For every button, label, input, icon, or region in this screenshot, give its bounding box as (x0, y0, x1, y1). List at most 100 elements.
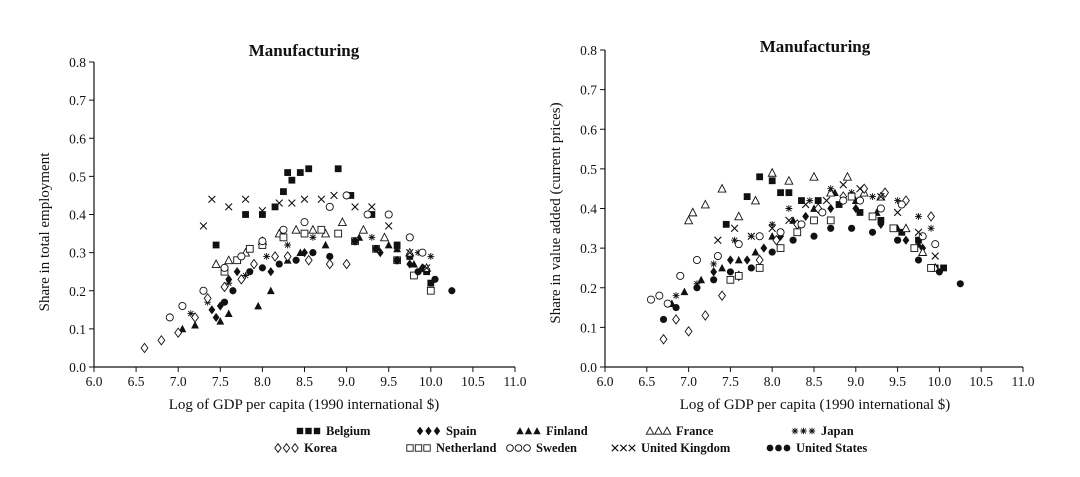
legend-label-france: France (676, 424, 714, 438)
point-united-states (292, 256, 300, 264)
point-finland (768, 232, 777, 240)
right-x-tick-label: 6.0 (597, 374, 614, 389)
point-sweden (876, 204, 885, 213)
legend-label-finland: Finland (546, 424, 588, 438)
point-united-kingdom (730, 224, 739, 233)
point-korea (304, 254, 313, 266)
legend-marker-netherland (423, 444, 431, 452)
point-united-states (659, 315, 668, 324)
point-japan (284, 241, 292, 249)
point-france (784, 175, 794, 185)
point-united-states (672, 303, 680, 312)
point-sweden (734, 240, 743, 249)
point-korea (203, 293, 212, 304)
legend-marker-korea (282, 442, 291, 454)
right-chart-title: Manufacturing (760, 37, 871, 56)
point-japan (693, 280, 701, 288)
left-x-tick-label: 10.5 (461, 374, 485, 389)
point-united-kingdom (893, 208, 902, 217)
point-netherland (245, 244, 254, 253)
point-netherland (317, 225, 326, 234)
point-sweden (384, 210, 393, 219)
point-united-states (448, 287, 456, 295)
legend-item-japan: Japan (791, 424, 854, 438)
point-united-states (768, 248, 776, 256)
point-korea (342, 258, 351, 270)
point-sweden (855, 196, 864, 205)
point-sweden (755, 232, 764, 241)
point-netherland (334, 229, 343, 238)
legend-marker-belgium (305, 427, 312, 435)
point-finland (296, 248, 305, 257)
right-x-tick-label: 10.0 (928, 374, 952, 389)
legend-marker-japan (791, 427, 799, 435)
right-y-tick-label: 0.0 (580, 360, 597, 375)
point-netherland (726, 275, 735, 284)
left-y-tick-label: 0.2 (69, 284, 86, 299)
point-spain (406, 259, 414, 269)
legend-label-spain: Spain (446, 424, 477, 438)
point-united-kingdom (258, 206, 267, 215)
point-spain (902, 235, 910, 245)
point-korea (325, 258, 334, 270)
left-x-tick-label: 8.5 (296, 374, 313, 389)
left-y-tick-label: 0.7 (69, 93, 86, 108)
point-belgium (284, 169, 292, 176)
point-belgium (768, 177, 776, 185)
point-united-states (848, 224, 856, 232)
point-netherland (300, 229, 309, 238)
right-y-tick-label: 0.2 (580, 281, 597, 296)
point-belgium (798, 197, 805, 204)
legend-marker-belgium (296, 427, 304, 435)
point-spain (267, 267, 275, 277)
point-sweden (220, 263, 229, 272)
point-belgium (427, 279, 435, 287)
point-sweden (279, 225, 288, 234)
point-sweden (300, 218, 309, 227)
point-united-states (393, 256, 401, 264)
point-belgium (347, 192, 355, 199)
point-sweden (165, 313, 174, 322)
point-finland (254, 301, 263, 310)
legend-marker-korea (291, 442, 299, 454)
point-sweden (199, 286, 208, 295)
point-japan (806, 197, 814, 204)
point-belgium (785, 189, 793, 197)
point-united-states (789, 236, 797, 244)
left-y-tick-label: 0.1 (69, 322, 86, 337)
point-united-kingdom (914, 228, 923, 237)
point-korea (772, 234, 781, 246)
point-united-states (258, 264, 266, 272)
point-france (809, 171, 819, 181)
left-x-tick-label: 9.0 (338, 374, 355, 389)
point-korea (157, 334, 166, 346)
point-france (826, 187, 836, 197)
legend-marker-japan (800, 427, 807, 435)
point-united-states (351, 237, 359, 245)
point-korea (684, 325, 693, 337)
point-united-states (309, 249, 317, 257)
point-spain (877, 219, 885, 229)
legend-item-spain: Spain (416, 424, 477, 438)
legend-marker-france (654, 426, 663, 435)
point-korea (927, 211, 936, 222)
point-korea (250, 258, 258, 270)
left-y-axis-label: Share in total employment (37, 152, 53, 312)
point-korea (174, 327, 183, 339)
point-united-states (710, 276, 718, 284)
point-netherland (776, 244, 785, 252)
point-netherland (410, 271, 418, 280)
point-finland (734, 255, 743, 264)
point-korea (755, 254, 764, 266)
point-belgium (898, 228, 906, 236)
point-netherland (426, 286, 435, 295)
right-x-tick-label: 8.5 (806, 374, 823, 389)
point-france (358, 224, 369, 234)
point-netherland (889, 224, 898, 233)
point-japan (869, 193, 876, 201)
right-y-tick-label: 0.3 (580, 241, 597, 256)
point-netherland (910, 244, 919, 252)
right-x-axis-label: Log of GDP per capita (1990 internationa… (680, 397, 951, 413)
left-y-tick-label: 0.6 (69, 131, 86, 146)
point-japan (785, 205, 793, 212)
